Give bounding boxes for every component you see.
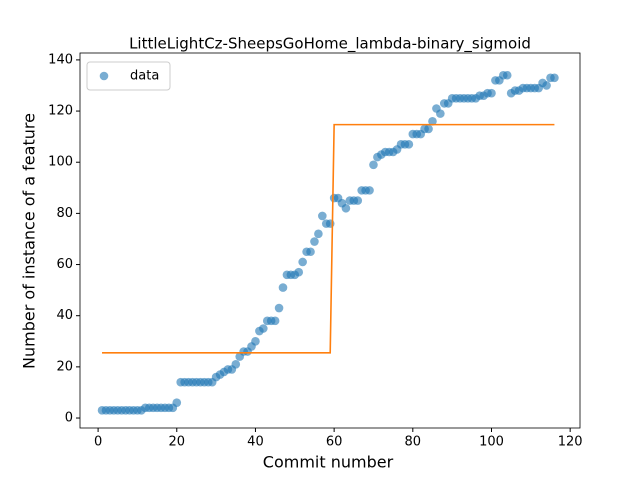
x-tick-label: 60 [326, 435, 343, 450]
legend-swatch [99, 71, 109, 81]
x-axis-label: Commit number [263, 453, 394, 472]
x-tick-label: 120 [558, 435, 583, 450]
x-tick-label: 100 [479, 435, 504, 450]
data-point [341, 203, 351, 213]
x-tick-label: 40 [247, 435, 264, 450]
data-point [231, 360, 241, 369]
data-point [274, 303, 284, 313]
fit-line [102, 123, 555, 354]
data-point [306, 247, 315, 257]
data-point [436, 109, 445, 118]
legend-label: data [130, 69, 159, 84]
y-tick-label: 60 [56, 257, 73, 272]
data-point [550, 73, 559, 83]
y-axis-label: Number of instance of a feature [20, 113, 39, 369]
y-tick-label: 20 [56, 359, 73, 374]
y-tick-label: 100 [48, 155, 73, 170]
data-point [318, 211, 327, 221]
data-point [353, 196, 363, 205]
y-tick-label: 140 [48, 52, 73, 67]
data-point [365, 186, 374, 195]
data-point [502, 70, 512, 80]
plot-area [97, 70, 559, 415]
x-tick-label: 80 [405, 435, 422, 450]
data-point [404, 140, 414, 149]
data-point [542, 81, 551, 90]
data-point [259, 324, 268, 333]
legend-box [86, 61, 171, 91]
y-tick-label: 40 [56, 308, 73, 323]
data-point [270, 316, 280, 326]
data-point [424, 124, 433, 134]
chart-title: LittleLightCz-SheepsGoHome_lambda-binary… [129, 35, 531, 54]
data-point [294, 267, 304, 277]
data-point [298, 257, 307, 267]
data-point [172, 398, 182, 407]
y-tick-label: 120 [48, 104, 73, 119]
y-tick-label: 80 [56, 206, 73, 221]
data-point [278, 283, 288, 292]
y-tick-label: 0 [65, 411, 73, 426]
data-point [310, 237, 319, 246]
axes-frame [79, 52, 581, 429]
data-point [487, 88, 496, 98]
data-point [369, 160, 378, 170]
x-tick-label: 0 [94, 435, 102, 450]
x-tick-label: 20 [169, 435, 186, 450]
data-point [428, 116, 437, 126]
data-point [251, 336, 260, 346]
data-point [314, 229, 323, 239]
